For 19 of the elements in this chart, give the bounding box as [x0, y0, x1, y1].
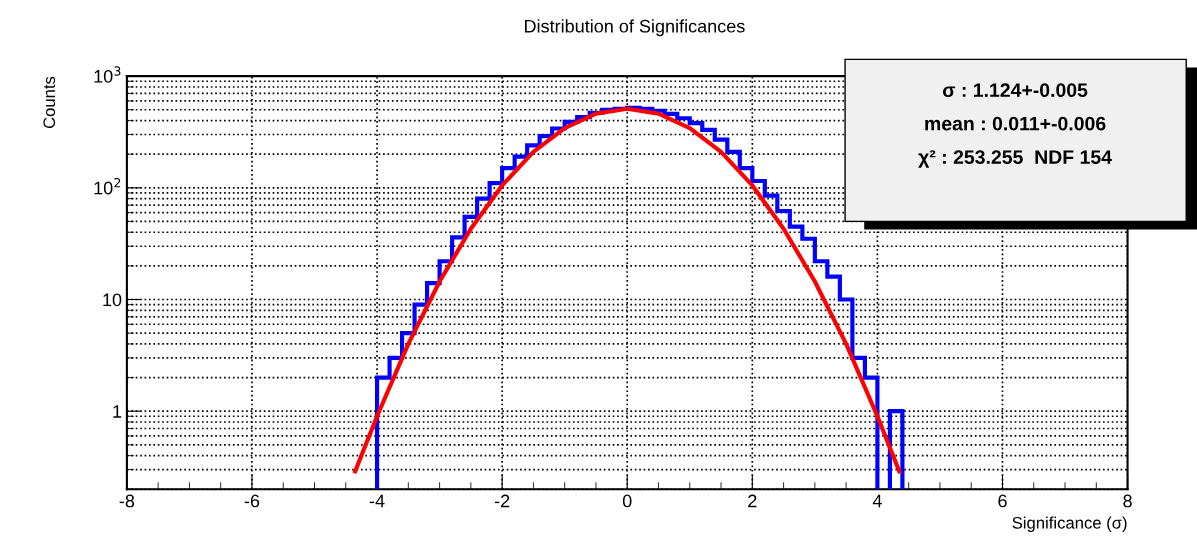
- x-tick-label: 2: [748, 494, 757, 508]
- x-tick-label: -6: [244, 494, 260, 508]
- x-tick-label: -4: [369, 494, 385, 508]
- x-axis-title: Significance (σ): [1012, 516, 1127, 533]
- annotation: σ : 1.124+-0.005: [942, 83, 1088, 98]
- y-tick-label: 10$^{2}$: [94, 177, 121, 195]
- y-axis-title: Counts: [43, 76, 56, 129]
- x-tick-label: 8: [1123, 494, 1132, 508]
- annotation: χ² : 253.255 NDF 154: [918, 150, 1112, 168]
- x-tick-label: -2: [494, 494, 510, 508]
- y-tick-label: 10: [103, 293, 122, 307]
- chart-title: Distribution of Significances: [525, 19, 745, 37]
- annotation: mean : 0.011+-0.006: [925, 116, 1106, 131]
- x-tick-label: 6: [998, 494, 1007, 508]
- x-tick-label: -8: [119, 494, 135, 508]
- x-tick-label: 0: [622, 494, 632, 508]
- y-tick-label: 10$^{3}$: [94, 66, 121, 83]
- y-tick-label: 1: [113, 405, 122, 418]
- x-tick-label: 4: [872, 494, 882, 508]
